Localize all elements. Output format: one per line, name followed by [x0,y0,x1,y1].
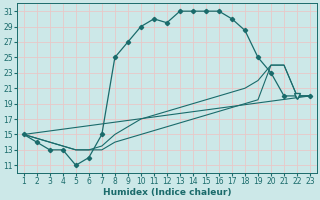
X-axis label: Humidex (Indice chaleur): Humidex (Indice chaleur) [103,188,231,197]
